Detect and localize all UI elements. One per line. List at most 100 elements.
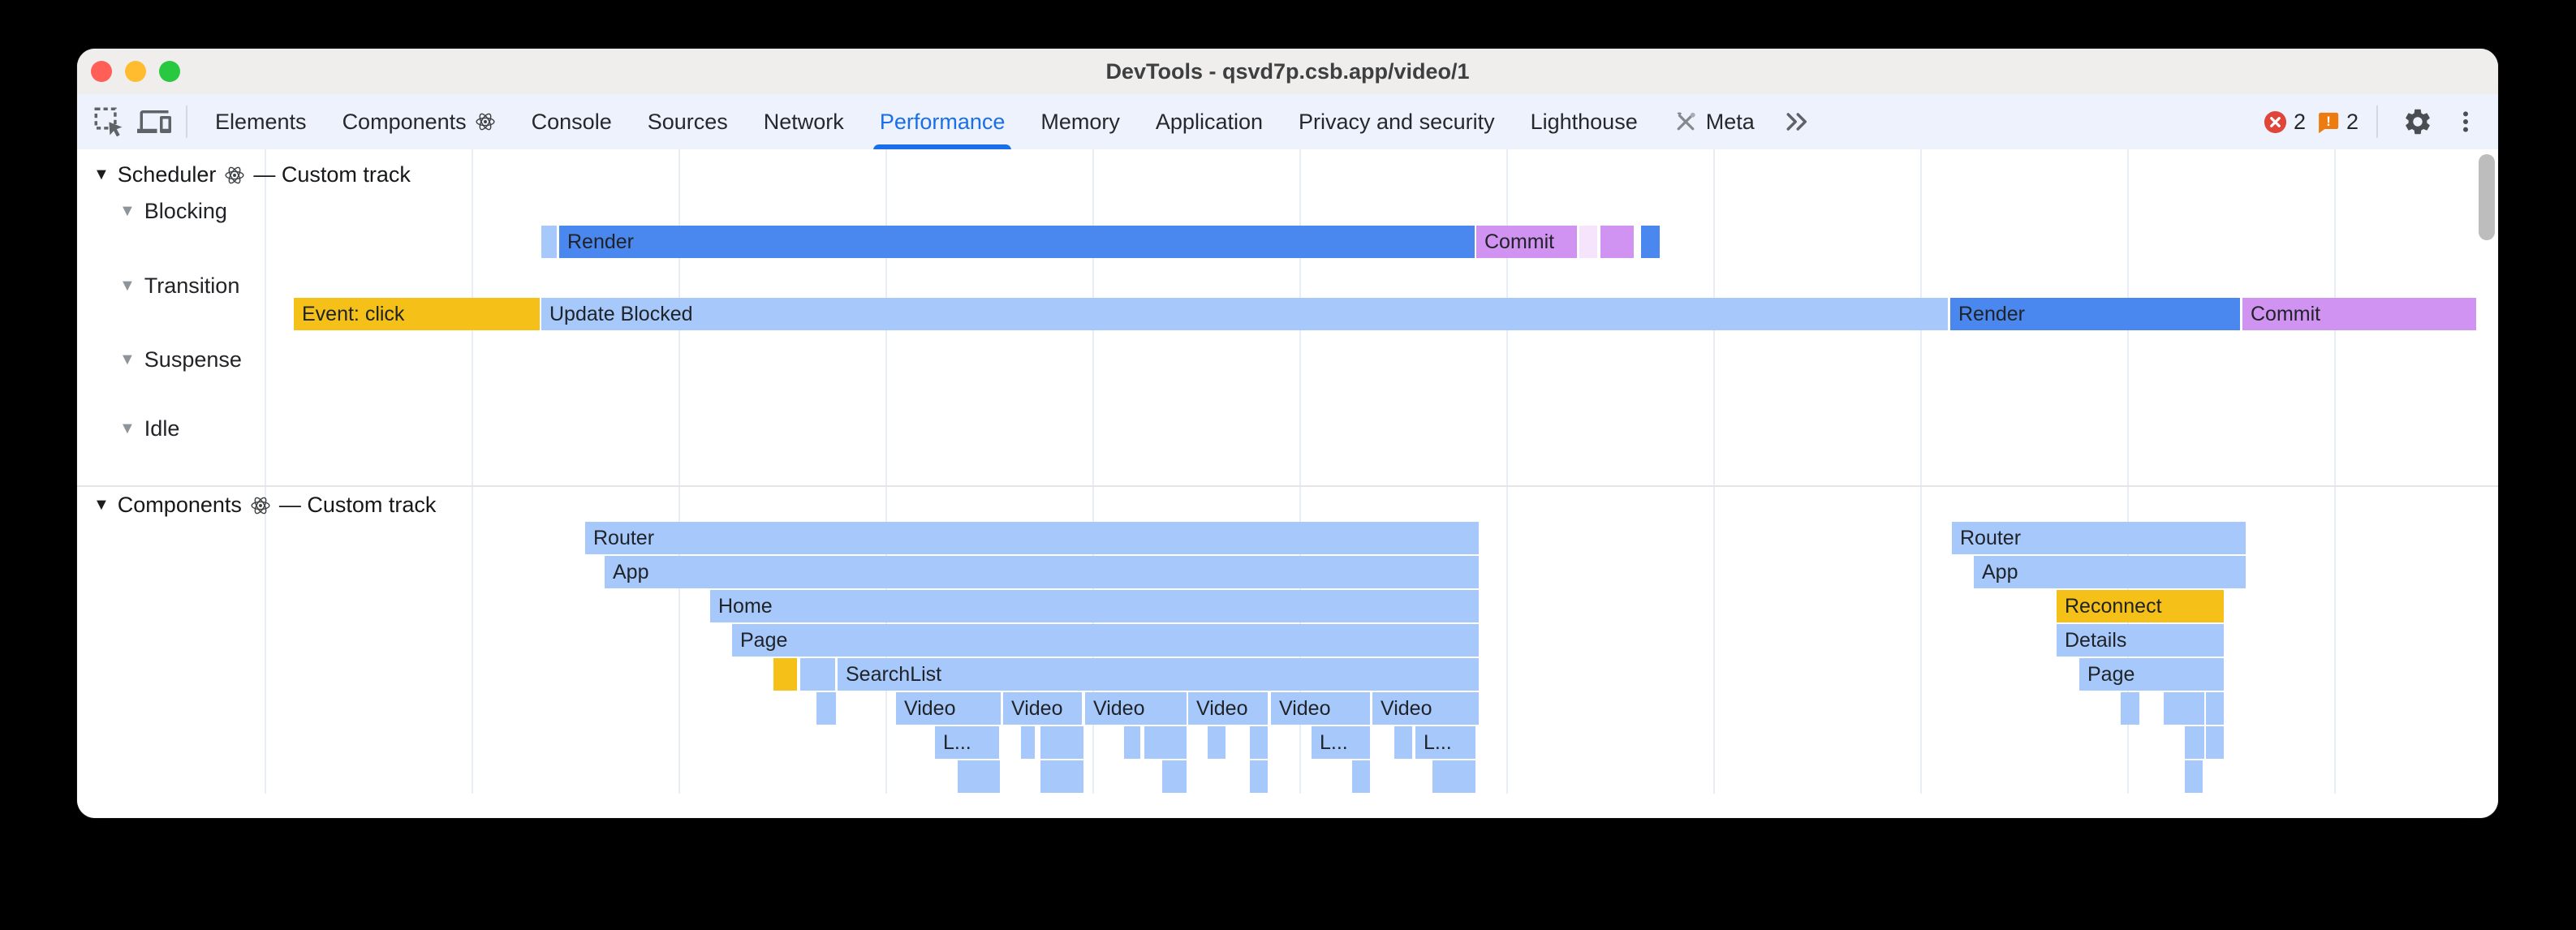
active-tab-underline — [872, 144, 1012, 149]
lane-header-blocking[interactable]: ▼ Blocking — [119, 199, 227, 224]
flame-bar-segment[interactable] — [2164, 692, 2204, 725]
tab-memory[interactable]: Memory — [1023, 95, 1138, 149]
vertical-scrollbar-thumb[interactable] — [2479, 154, 2495, 240]
flame-bar-l[interactable]: L... — [935, 726, 999, 759]
flame-bar-event-click[interactable]: Event: click — [294, 298, 540, 330]
flame-bar-segment[interactable] — [816, 692, 836, 725]
flame-bar-segment[interactable] — [1641, 226, 1660, 258]
devtools-window: DevTools - qsvd7p.csb.app/video/1 Elemen… — [77, 49, 2498, 818]
lane-header-transition[interactable]: ▼ Transition — [119, 273, 239, 299]
customize-devtools-button[interactable] — [2449, 99, 2482, 144]
gear-icon — [2406, 109, 2430, 135]
flame-bar-searchlist[interactable]: SearchList — [838, 658, 1479, 691]
flame-bar-segment[interactable] — [1040, 760, 1083, 793]
flame-bar-reconnect[interactable]: Reconnect — [2057, 590, 2224, 622]
flame-bar-segment[interactable] — [1144, 726, 1187, 759]
tab-network[interactable]: Network — [746, 95, 862, 149]
flame-bar-segment[interactable] — [2185, 726, 2204, 759]
tab-label: Components — [342, 109, 467, 134]
badges-divider — [2376, 105, 2378, 138]
flame-bar-segment[interactable] — [2206, 726, 2224, 759]
flame-bar-segment[interactable] — [1250, 760, 1268, 793]
scheduler-track-suffix: — Custom track — [253, 162, 411, 187]
flame-bar-segment[interactable] — [2185, 760, 2203, 793]
scheduler-track-header[interactable]: ▼ Scheduler — Custom track — [93, 162, 411, 187]
flame-bar-app[interactable]: App — [1974, 556, 2246, 588]
error-count: 2 — [2293, 109, 2306, 134]
tab-privacy-and-security[interactable]: Privacy and security — [1281, 95, 1513, 149]
collapse-triangle-icon: ▼ — [119, 202, 136, 220]
device-toolbar-icon — [137, 110, 171, 133]
tab-application[interactable]: Application — [1138, 95, 1281, 149]
flame-bar-segment[interactable] — [1124, 726, 1140, 759]
flame-bar-commit[interactable]: Commit — [2242, 298, 2476, 330]
flame-bar-l[interactable]: L... — [1312, 726, 1370, 759]
flame-bar-details[interactable]: Details — [2057, 624, 2224, 657]
flame-bar-page[interactable]: Page — [2079, 658, 2224, 691]
tab-sources[interactable]: Sources — [630, 95, 746, 149]
react-icon — [225, 166, 244, 183]
more-tabs-button[interactable] — [1774, 99, 1818, 144]
settings-button[interactable] — [2396, 99, 2440, 144]
flame-bar-segment[interactable] — [541, 226, 557, 258]
close-window-button[interactable] — [91, 61, 112, 82]
gridline — [678, 149, 680, 794]
gridline — [2334, 149, 2336, 794]
flame-bar-video[interactable]: Video — [1271, 692, 1370, 725]
lane-header-idle[interactable]: ▼ Idle — [119, 416, 179, 441]
flame-bar-segment[interactable] — [1040, 726, 1083, 759]
flame-bar-segment[interactable] — [958, 760, 1000, 793]
tab-elements[interactable]: Elements — [197, 95, 325, 149]
flame-bar-video[interactable]: Video — [1372, 692, 1479, 725]
flame-bar-segment[interactable] — [1579, 226, 1597, 258]
scheduler-track-title: Scheduler — [117, 162, 217, 187]
flame-bar-update-blocked[interactable]: Update Blocked — [541, 298, 1948, 330]
tab-label: Lighthouse — [1530, 109, 1638, 134]
tab-performance[interactable]: Performance — [862, 95, 1023, 149]
flame-bar-segment[interactable] — [800, 658, 835, 691]
flame-bar-home[interactable]: Home — [710, 590, 1479, 622]
flame-bar-video[interactable]: Video — [1188, 692, 1268, 725]
tab-components[interactable]: Components — [325, 95, 514, 149]
error-badge[interactable]: 2 — [2263, 110, 2306, 135]
flame-bar-app[interactable]: App — [605, 556, 1479, 588]
flame-bar-segment[interactable] — [1352, 760, 1370, 793]
flame-bar-segment[interactable] — [773, 658, 797, 691]
flame-bar-segment[interactable] — [1394, 726, 1412, 759]
flame-bar-segment[interactable] — [1432, 760, 1475, 793]
react-icon — [251, 497, 270, 514]
lane-label: Idle — [144, 416, 180, 441]
inspect-element-button[interactable] — [87, 99, 131, 144]
chevron-double-right-icon — [1786, 113, 1807, 131]
flame-bar-segment[interactable] — [1021, 726, 1035, 759]
flame-bar-router[interactable]: Router — [585, 522, 1479, 554]
flame-bar-commit[interactable]: Commit — [1476, 226, 1577, 258]
tab-console[interactable]: Console — [514, 95, 630, 149]
zoom-window-button[interactable] — [159, 61, 180, 82]
warning-icon: ! — [2319, 112, 2339, 133]
lane-header-suspense[interactable]: ▼ Suspense — [119, 347, 242, 372]
flame-bar-router[interactable]: Router — [1952, 522, 2246, 554]
flame-bar-video[interactable]: Video — [1085, 692, 1187, 725]
gridline — [2127, 149, 2129, 794]
components-track-header[interactable]: ▼ Components — Custom track — [93, 493, 436, 518]
flame-bar-segment[interactable] — [1208, 726, 1226, 759]
flame-bar-segment[interactable] — [1600, 226, 1634, 258]
tab-meta[interactable]: Meta — [1656, 95, 1773, 149]
flame-bar-l[interactable]: L... — [1415, 726, 1475, 759]
flame-bar-segment[interactable] — [2206, 692, 2224, 725]
flame-bar-video[interactable]: Video — [1003, 692, 1082, 725]
tab-lighthouse[interactable]: Lighthouse — [1513, 95, 1656, 149]
flame-bar-render[interactable]: Render — [1950, 298, 2240, 330]
flame-bar-segment[interactable] — [1162, 760, 1187, 793]
flame-bar-segment[interactable] — [1250, 726, 1268, 759]
issues-badge[interactable]: ! 2 — [2315, 110, 2358, 135]
flame-bar-segment[interactable] — [2121, 692, 2139, 725]
flame-bar-video[interactable]: Video — [896, 692, 1001, 725]
collapse-triangle-icon: ▼ — [93, 166, 110, 183]
flame-bar-render[interactable]: Render — [559, 226, 1475, 258]
gridline — [1506, 149, 1508, 794]
minimize-window-button[interactable] — [125, 61, 146, 82]
device-toolbar-button[interactable] — [132, 99, 176, 144]
flame-bar-page[interactable]: Page — [732, 624, 1479, 657]
